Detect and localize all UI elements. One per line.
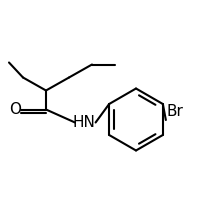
Text: HN: HN	[73, 115, 95, 130]
Text: O: O	[9, 102, 21, 117]
Text: Br: Br	[167, 104, 184, 119]
